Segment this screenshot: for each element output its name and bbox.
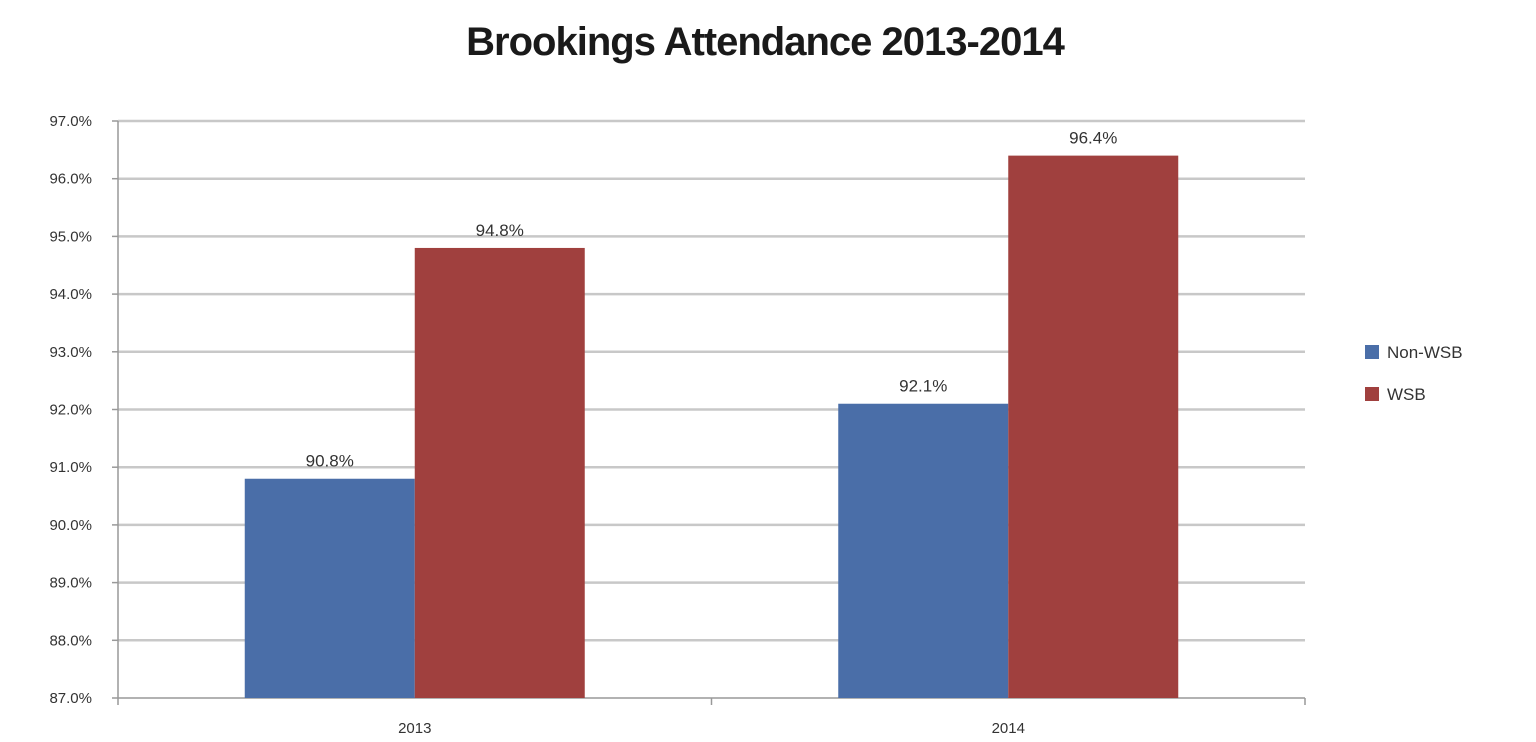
- bar-wsb-2013: [414, 247, 585, 698]
- bar-wsb-2014: [1008, 155, 1179, 698]
- y-tick-label: 89.0%: [49, 575, 92, 592]
- y-tick-label: 96.0%: [49, 171, 92, 188]
- legend-swatch: [1365, 345, 1379, 359]
- data-label: 96.4%: [1069, 129, 1117, 148]
- y-tick-label: 92.0%: [49, 402, 92, 419]
- y-tick-label: 91.0%: [49, 459, 92, 476]
- y-tick-label: 97.0%: [49, 113, 92, 130]
- bar-non-wsb-2014: [838, 403, 1009, 698]
- data-labels: 90.8% 94.8% 92.1% 96.4%: [306, 129, 1118, 471]
- legend-label: WSB: [1387, 385, 1426, 404]
- bar-non-wsb-2013: [244, 478, 415, 698]
- y-tick-label: 95.0%: [49, 228, 92, 245]
- bars: [244, 155, 1179, 698]
- data-label: 90.8%: [306, 452, 354, 471]
- x-tick-label: 2014: [992, 720, 1025, 737]
- legend: Non-WSB WSB: [1365, 343, 1463, 404]
- y-tick-label: 87.0%: [49, 690, 92, 707]
- chart-title: Brookings Attendance 2013-2014: [466, 20, 1065, 64]
- x-tick-label: 2013: [398, 720, 431, 737]
- data-label: 92.1%: [899, 377, 947, 396]
- y-tick-label: 93.0%: [49, 344, 92, 361]
- y-tick-label: 90.0%: [49, 517, 92, 534]
- legend-label: Non-WSB: [1387, 343, 1463, 362]
- y-tick-label: 94.0%: [49, 286, 92, 303]
- legend-swatch: [1365, 387, 1379, 401]
- data-label: 94.8%: [476, 221, 524, 240]
- y-tick-label: 88.0%: [49, 632, 92, 649]
